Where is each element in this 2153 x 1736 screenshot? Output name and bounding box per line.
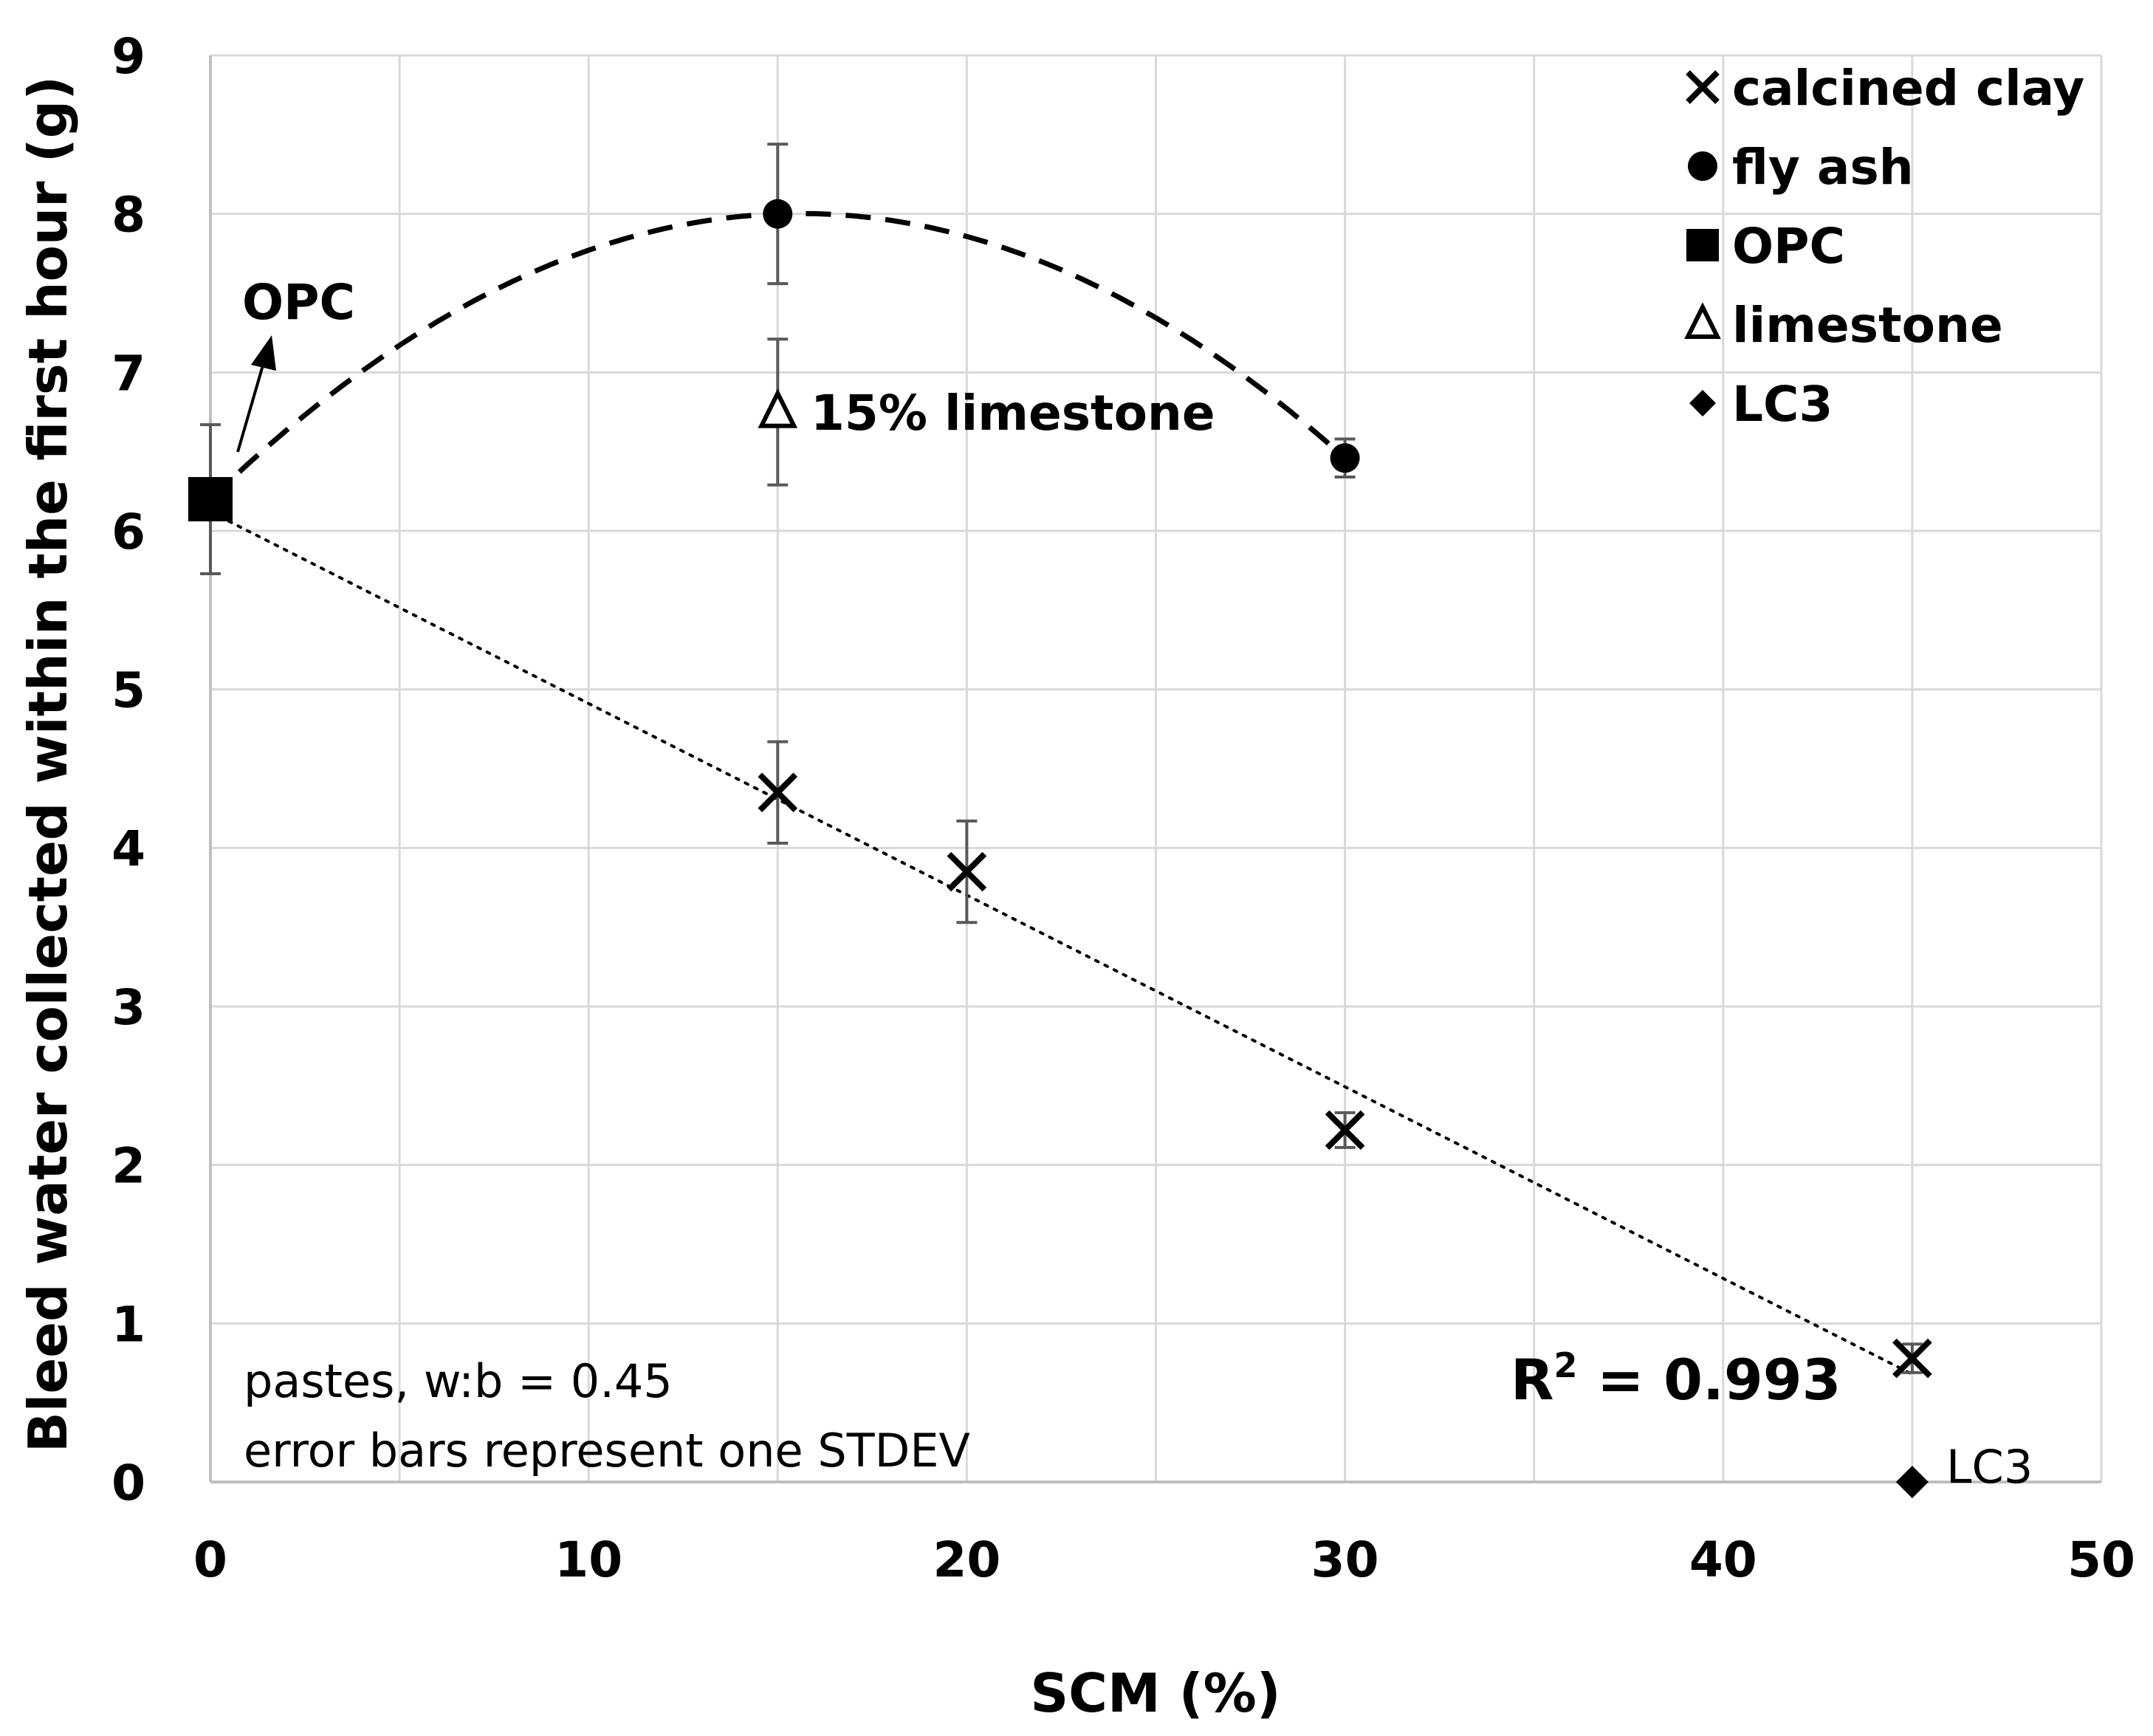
legend-marker-fly-ash xyxy=(1688,151,1717,181)
x-axis-title: SCM (%) xyxy=(1030,1662,1280,1724)
legend-marker-limestone xyxy=(1684,302,1721,339)
calcined-clay-point-stroke-b xyxy=(1892,1338,1932,1379)
calcined-clay-point xyxy=(1892,1338,1932,1379)
opc-point xyxy=(188,477,233,522)
legend-label-calcined-clay: calcined clay xyxy=(1732,60,2084,117)
y-tick-label: 0 xyxy=(111,1455,145,1512)
legend-item-fly-ash: fly ash xyxy=(1688,139,1914,196)
legend-label-lc3: LC3 xyxy=(1732,376,1833,433)
legend-item-calcined-clay: calcined clay xyxy=(1686,60,2084,117)
opc-annotation: OPC xyxy=(236,274,355,453)
note-line-1: pastes, w:b = 0.45 xyxy=(244,1354,673,1408)
calcined-clay-trendline xyxy=(209,510,1914,1376)
legend-label-fly-ash: fly ash xyxy=(1732,139,1914,196)
y-tick-label: 6 xyxy=(111,504,145,560)
y-tick-label: 8 xyxy=(111,187,145,244)
legend-label-opc: OPC xyxy=(1732,218,1845,275)
legend: calcined clay fly ash OPC limestone LC3 xyxy=(1684,60,2084,433)
x-tick-label: 0 xyxy=(193,1531,227,1588)
axes xyxy=(209,55,2101,1483)
lc3-label: LC3 xyxy=(1946,1440,2033,1494)
gridlines xyxy=(210,54,2103,1482)
fly-ash-point xyxy=(1330,443,1360,473)
legend-marker-lc3 xyxy=(1689,390,1716,416)
legend-marker-calcined-clay xyxy=(1686,70,1720,104)
r-squared-exponent: 2 xyxy=(1554,1345,1578,1385)
fly-ash-point xyxy=(763,199,793,229)
r-squared-value: = 0.993 xyxy=(1578,1347,1841,1413)
x-tick-label: 10 xyxy=(554,1531,622,1588)
x-tick-label: 20 xyxy=(933,1531,1000,1588)
legend-marker-calcined-clay-stroke-b xyxy=(1686,70,1720,104)
note-line-2: error bars represent one STDEV xyxy=(244,1424,970,1478)
legend-marker-opc xyxy=(1686,229,1719,261)
calcined-clay-point-stroke-b xyxy=(1325,1110,1365,1150)
limestone-label: 15% limestone xyxy=(811,385,1215,442)
calcined-clay-point-stroke-b xyxy=(947,851,987,892)
calcined-clay-point-stroke-b xyxy=(758,772,798,813)
opc-arrow-head xyxy=(251,335,276,371)
x-tick-label: 30 xyxy=(1311,1531,1379,1588)
y-tick-label: 9 xyxy=(111,28,145,85)
x-tick-label: 40 xyxy=(1689,1531,1757,1588)
y-axis-title: Bleed water collected within the first h… xyxy=(17,76,79,1452)
y-tick-label: 3 xyxy=(111,979,145,1036)
opc-arrow-label: OPC xyxy=(242,274,355,331)
x-tick-label: 50 xyxy=(2067,1531,2135,1588)
legend-item-lc3: LC3 xyxy=(1689,376,1833,433)
calcined-clay-point xyxy=(947,851,987,892)
data-points xyxy=(188,199,1932,1498)
y-tick-label: 5 xyxy=(111,662,145,719)
y-tick-label: 7 xyxy=(111,345,145,402)
r-squared-prefix: R xyxy=(1511,1347,1554,1413)
calcined-clay-point xyxy=(1325,1110,1365,1150)
y-tick-label: 2 xyxy=(111,1138,145,1195)
opc-arrow-shaft xyxy=(236,360,266,453)
limestone-point xyxy=(758,388,798,428)
lc3-point xyxy=(1895,1466,1929,1498)
legend-item-limestone: limestone xyxy=(1684,297,2003,354)
tick-labels: 0 10 20 30 40 50 0 1 2 3 4 5 6 7 8 9 xyxy=(111,28,2135,1588)
r-squared-label: R2 = 0.993 xyxy=(1511,1345,1841,1413)
y-tick-label: 4 xyxy=(111,820,145,877)
y-tick-label: 1 xyxy=(111,1296,145,1353)
calcined-clay-point xyxy=(758,772,798,813)
legend-item-opc: OPC xyxy=(1686,218,1845,275)
legend-label-limestone: limestone xyxy=(1732,297,2003,354)
